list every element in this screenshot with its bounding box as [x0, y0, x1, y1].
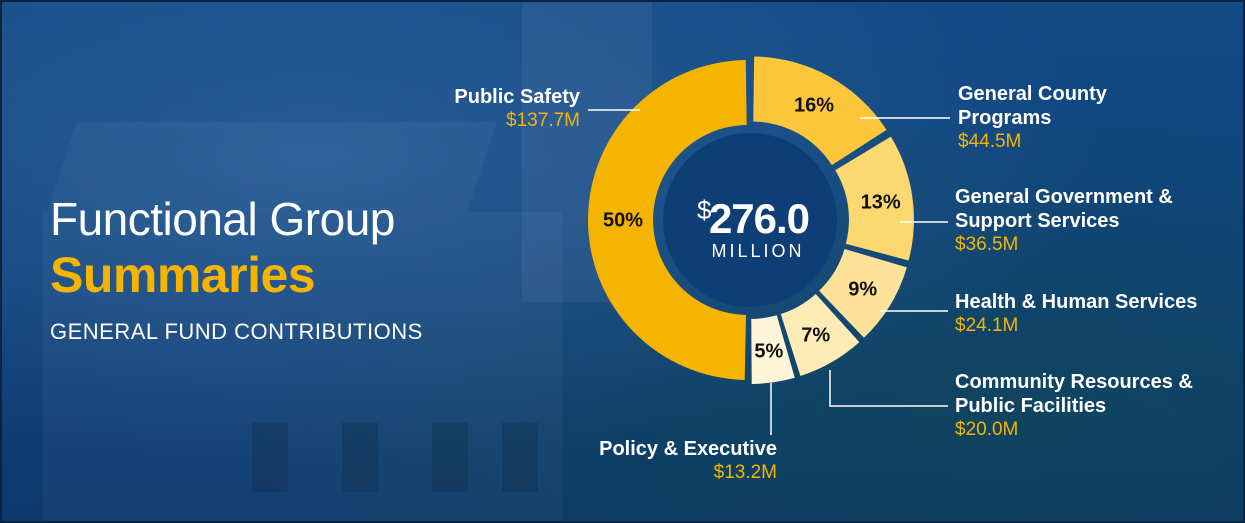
- background-window: [432, 422, 468, 492]
- percentage-labels: 16% 13% 9% 7% 5% 50%: [603, 95, 901, 363]
- center-amount: 276.0: [709, 195, 809, 242]
- slice-label-name: Community Resources &: [955, 371, 1193, 393]
- slice-percentage: 7%: [801, 324, 830, 346]
- background-window: [342, 422, 378, 492]
- slice-label-name: Support Services: [955, 210, 1120, 232]
- donut-center: [663, 133, 837, 307]
- slice-label-value: $36.5M: [955, 234, 1019, 255]
- slice-percentage: 13%: [861, 191, 901, 213]
- slice-label: Public Safety $137.7M: [454, 85, 580, 133]
- background-window: [502, 422, 538, 492]
- slice-percentage: 50%: [603, 210, 643, 232]
- slice-label-value: $20.0M: [955, 419, 1019, 440]
- slice-label: Community Resources & Public Facilities $2…: [955, 370, 1193, 442]
- slice-label-value: $13.2M: [713, 462, 777, 483]
- leader-lines: [588, 109, 950, 435]
- donut-slice: [835, 136, 914, 261]
- center-unit: MILLION: [711, 241, 804, 261]
- slice-label-value: $137.7M: [506, 110, 580, 131]
- donut-slice: [753, 56, 887, 166]
- slice-label-name: General Government &: [955, 186, 1173, 208]
- slice-label-value: $24.1M: [955, 315, 1019, 336]
- slice-label-value: $44.5M: [958, 131, 1022, 152]
- center-currency: $: [697, 195, 712, 225]
- background-window: [252, 422, 288, 492]
- slice-label-name: Programs: [958, 107, 1052, 129]
- slice-label-name: Public Facilities: [955, 395, 1107, 417]
- slice-percentage: 5%: [754, 341, 783, 363]
- slice-label: Policy & Executive $13.2M: [599, 437, 777, 485]
- slice-label-name: Policy & Executive: [599, 438, 777, 460]
- title-line-1: Functional Group: [50, 193, 395, 245]
- donut-slice: [587, 60, 747, 380]
- slice-label: Health & Human Services $24.1M: [955, 290, 1197, 338]
- slice-percentage: 9%: [848, 279, 877, 301]
- donut-slice: [780, 293, 860, 376]
- slice-label-name: General County: [958, 83, 1107, 105]
- slice-label: General Government & Support Services $36.…: [955, 185, 1173, 257]
- subtitle: GENERAL FUND CONTRIBUTIONS: [50, 319, 423, 344]
- slice-label: General County Programs $44.5M: [958, 82, 1107, 154]
- slice-label-name: Public Safety: [454, 86, 580, 108]
- slice-label-name: Health & Human Services: [955, 291, 1198, 313]
- slice-percentage: 16%: [794, 95, 834, 117]
- donut-slice: [751, 315, 795, 384]
- leader-line: [829, 370, 948, 407]
- title-line-2: Summaries: [50, 247, 316, 303]
- donut-slice: [819, 248, 907, 338]
- donut-slices: [587, 56, 914, 384]
